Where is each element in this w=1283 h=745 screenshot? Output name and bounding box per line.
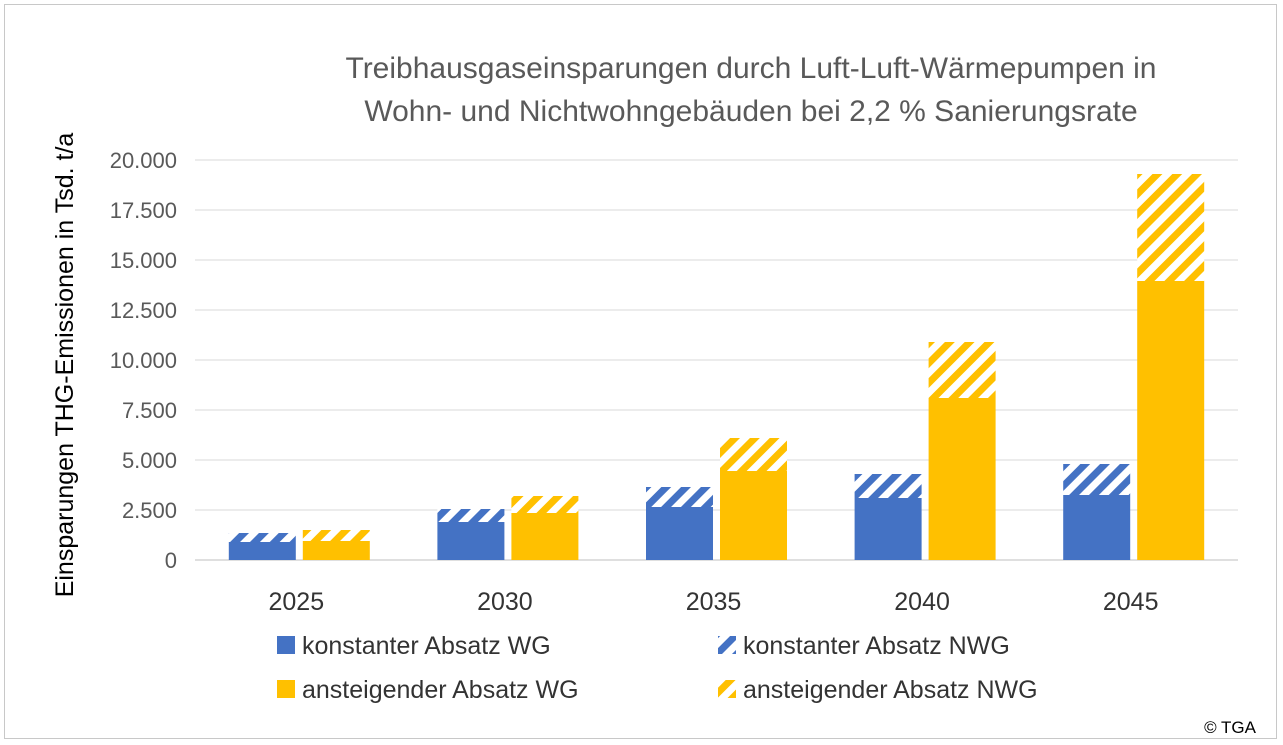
bar-konstant-wg-2025	[228, 542, 296, 560]
y-tick-label: 20.000	[110, 148, 177, 173]
bar-ansteigend-nwg-2030	[511, 496, 579, 513]
x-tick-label: 2025	[268, 588, 324, 616]
x-tick-label: 2045	[1103, 588, 1159, 616]
legend-swatch	[718, 680, 736, 698]
bar-ansteigend-wg-2030	[511, 513, 579, 560]
y-tick-label: 17.500	[110, 198, 177, 223]
bar-konstant-nwg-2035	[646, 487, 713, 507]
bar-ansteigend-nwg-2035	[720, 438, 787, 471]
chart-title-line1: Treibhausgaseinsparungen durch Luft-Luft…	[345, 52, 1156, 85]
y-tick-label: 5.000	[122, 448, 177, 473]
bar-konstant-wg-2035	[646, 507, 713, 560]
bar-konstant-nwg-2045	[1063, 464, 1131, 495]
bar-ansteigend-nwg-2045	[1137, 174, 1205, 281]
y-tick-label: 15.000	[110, 248, 177, 273]
chart-title-line2: Wohn- und Nichtwohngebäuden bei 2,2 % Sa…	[364, 95, 1137, 128]
x-tick-label: 2040	[894, 588, 950, 616]
bar-ansteigend-nwg-2025	[302, 530, 370, 541]
bars	[228, 174, 1205, 560]
y-tick-label: 7.500	[122, 398, 177, 423]
y-tick-label: 10.000	[110, 348, 177, 373]
legend-label: konstanter Absatz WG	[302, 632, 551, 660]
bar-ansteigend-wg-2040	[928, 398, 996, 560]
bar-konstant-nwg-2030	[437, 509, 505, 522]
x-tick-label: 2030	[477, 588, 533, 616]
y-tick-label: 2.500	[122, 498, 177, 523]
y-tick-label: 0	[165, 548, 177, 573]
legend-swatch	[277, 636, 295, 654]
copyright-text: © TGA	[1204, 718, 1257, 737]
bar-konstant-nwg-2025	[228, 533, 296, 542]
y-tick-labels: 0 2.500 5.000 7.500 10.000 12.500 15.000 17.500…	[110, 148, 177, 573]
legend-label: ansteigender Absatz WG	[302, 676, 579, 704]
legend-label: konstanter Absatz NWG	[743, 632, 1010, 660]
bar-ansteigend-nwg-2040	[928, 342, 996, 398]
bar-ansteigend-wg-2025	[302, 541, 370, 560]
bar-konstant-wg-2030	[437, 522, 505, 560]
bar-konstant-wg-2040	[854, 498, 922, 560]
bar-konstant-wg-2045	[1063, 495, 1131, 560]
bar-ansteigend-wg-2045	[1137, 281, 1205, 560]
chart-frame	[4, 4, 1277, 739]
legend-swatch	[718, 636, 736, 654]
y-tick-label: 12.500	[110, 298, 177, 323]
x-tick-labels: 2025 2030 2035 2040 2045	[268, 588, 1158, 616]
x-tick-label: 2035	[686, 588, 742, 616]
bar-konstant-nwg-2040	[854, 474, 922, 498]
legend: konstanter Absatz WG konstanter Absatz NW…	[277, 632, 1038, 704]
bar-ansteigend-wg-2035	[720, 471, 787, 560]
legend-swatch	[277, 680, 295, 698]
legend-label: ansteigender Absatz NWG	[743, 676, 1038, 704]
y-axis-label: Einsparungen THG-Emissionen in Tsd. t/a	[51, 133, 79, 598]
